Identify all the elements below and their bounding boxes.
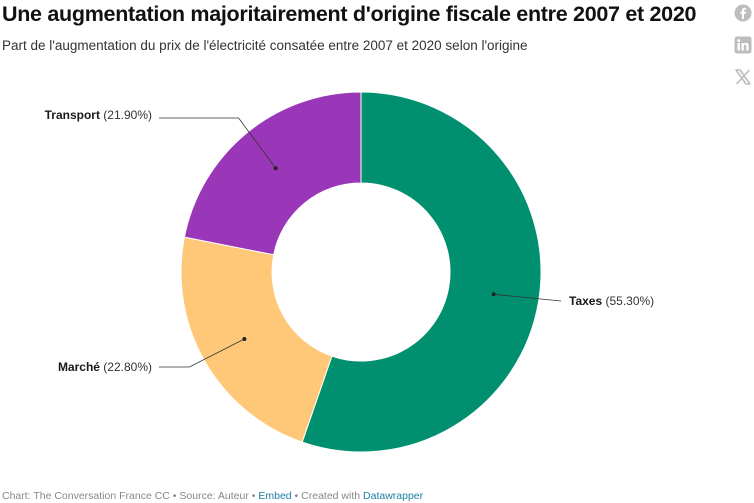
slice-label-value: (22.80%)	[100, 360, 152, 374]
datawrapper-link[interactable]: Datawrapper	[363, 490, 424, 502]
slice-label-name: Marché	[58, 360, 100, 374]
facebook-icon[interactable]	[734, 4, 752, 22]
slice-label-taxes: Taxes (55.30%)	[569, 294, 654, 308]
chart-footer: Chart: The Conversation France CC • Sour…	[2, 490, 423, 502]
footer-credit: Chart: The Conversation France CC • Sour…	[2, 490, 259, 502]
slice-transport	[183, 91, 362, 256]
embed-link[interactable]: Embed	[258, 490, 292, 502]
chart-subtitle: Part de l'augmentation du prix de l'élec…	[2, 38, 528, 53]
x-icon[interactable]	[734, 68, 752, 86]
donut-chart: Taxes (55.30%) Marché (22.80%) Transport (…	[45, 91, 654, 453]
slice-label-value: (55.30%)	[602, 294, 654, 308]
leader-line-marche	[159, 338, 245, 368]
slice-marche	[180, 236, 333, 443]
chart-title: Une augmentation majoritairement d'origi…	[2, 2, 697, 26]
slice-taxes	[301, 91, 542, 453]
slice-label-transport: Transport (21.90%)	[45, 108, 152, 122]
leader-line-taxes	[493, 293, 562, 302]
slice-label-marche: Marché (22.80%)	[58, 360, 152, 374]
slice-label-name: Taxes	[569, 294, 602, 308]
slice-label-name: Transport	[45, 108, 100, 122]
linkedin-icon[interactable]	[734, 36, 752, 54]
footer-created-with: • Created with	[291, 490, 364, 502]
leader-line-transport	[159, 117, 276, 169]
slice-label-value: (21.90%)	[100, 108, 152, 122]
